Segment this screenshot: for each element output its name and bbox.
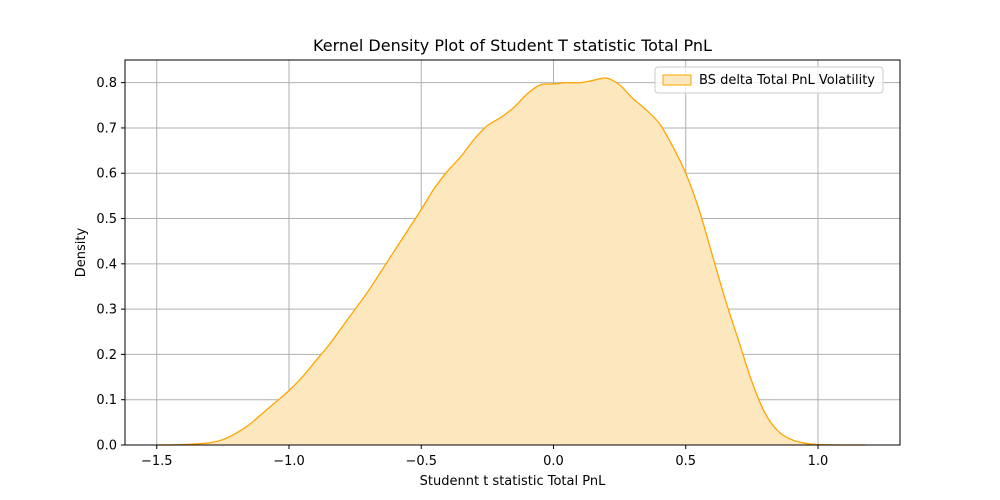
x-tick-label: −1.5 [141,454,173,469]
y-tick-label: 0.1 [96,393,117,408]
y-tick-label: 0.6 [96,167,117,182]
y-tick-label: 0.8 [96,76,117,91]
x-tick-label: 0.5 [675,454,696,469]
y-tick-label: 0.0 [96,439,117,454]
x-tick-label: 0.0 [543,454,564,469]
y-tick-label: 0.3 [96,303,117,318]
axis-ticks: −1.5 −1.0 −0.5 0.0 0.5 1.0 0.0 0.1 0.2 0.3 0.4 0.5 0… [96,76,828,469]
density-curve-line [156,77,866,446]
x-axis-label: Studennt t statistic Total PnL [420,474,606,489]
legend-label: BS delta Total PnL Volatility [699,73,875,88]
y-axis-label: Density [74,227,89,277]
legend: BS delta Total PnL Volatility [654,66,884,94]
density-area-layer [156,77,866,446]
x-tick-label: −0.5 [405,454,437,469]
y-tick-label: 0.7 [96,121,117,136]
legend-box [654,66,884,94]
x-tick-label: 1.0 [808,454,829,469]
legend-swatch [662,74,692,86]
chart-title: Kernel Density Plot of Student T statist… [313,36,712,55]
density-area-fill [156,77,866,445]
y-tick-label: 0.2 [96,348,117,363]
y-tick-label: 0.4 [96,257,117,272]
x-tick-label: −1.0 [273,454,305,469]
plot-frame [124,59,901,446]
y-tick-label: 0.5 [96,212,117,227]
